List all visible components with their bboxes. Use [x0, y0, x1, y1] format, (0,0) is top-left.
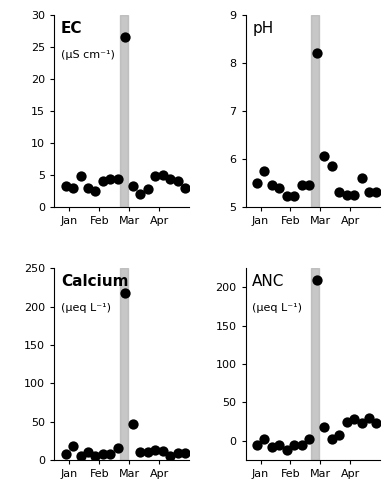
Point [137, 190, 144, 198]
Point [137, 448, 144, 456]
Point [85, 448, 91, 456]
Text: Calcium: Calcium [61, 274, 128, 289]
Point [145, 448, 151, 456]
Point [351, 416, 357, 424]
Point [70, 184, 76, 192]
Point [107, 450, 114, 458]
Point [107, 174, 114, 182]
Point [329, 434, 335, 442]
Point [284, 192, 290, 200]
Point [268, 443, 275, 451]
Point [329, 162, 335, 170]
Point [182, 184, 188, 192]
Bar [120, 15, 128, 207]
Point [167, 452, 173, 460]
Point [145, 185, 151, 193]
Point [299, 440, 305, 448]
Point [276, 184, 282, 192]
Point [115, 176, 121, 184]
Point [92, 452, 99, 460]
Text: EC: EC [61, 21, 83, 36]
Point [284, 446, 290, 454]
Point [261, 434, 267, 442]
Point [152, 446, 158, 454]
Point [321, 152, 327, 160]
Bar [120, 268, 128, 460]
Point [175, 449, 181, 457]
Point [160, 171, 166, 179]
Point [291, 192, 297, 200]
Point [62, 182, 69, 190]
Point [130, 420, 136, 428]
Point [359, 174, 365, 182]
Point [122, 34, 128, 42]
Point [70, 442, 76, 450]
Point [92, 187, 99, 195]
Text: pH: pH [252, 21, 274, 36]
Bar [312, 268, 319, 460]
Point [100, 450, 106, 458]
Point [343, 191, 350, 199]
Point [373, 419, 379, 427]
Text: ANC: ANC [252, 274, 285, 289]
Point [321, 423, 327, 431]
Point [314, 276, 320, 283]
Point [77, 452, 83, 460]
Point [343, 418, 350, 426]
Point [276, 440, 282, 448]
Point [160, 447, 166, 455]
Point [299, 181, 305, 189]
Text: (μeq L⁻¹): (μeq L⁻¹) [61, 302, 111, 312]
Point [351, 191, 357, 199]
Point [152, 172, 158, 180]
Point [373, 188, 379, 196]
Point [261, 167, 267, 175]
Point [115, 444, 121, 452]
Point [268, 181, 275, 189]
Text: (μeq L⁻¹): (μeq L⁻¹) [252, 302, 302, 312]
Point [366, 414, 372, 422]
Text: (μS cm⁻¹): (μS cm⁻¹) [61, 50, 115, 59]
Point [85, 184, 91, 192]
Point [182, 449, 188, 457]
Point [336, 430, 342, 438]
Point [77, 172, 83, 180]
Point [100, 176, 106, 184]
Point [336, 188, 342, 196]
Point [359, 419, 365, 427]
Point [122, 288, 128, 296]
Point [254, 179, 260, 187]
Point [306, 434, 312, 442]
Point [306, 181, 312, 189]
Point [167, 176, 173, 184]
Point [314, 50, 320, 58]
Point [62, 450, 69, 458]
Point [366, 188, 372, 196]
Point [175, 177, 181, 185]
Point [254, 440, 260, 448]
Point [130, 182, 136, 190]
Bar [312, 15, 319, 207]
Point [291, 440, 297, 448]
